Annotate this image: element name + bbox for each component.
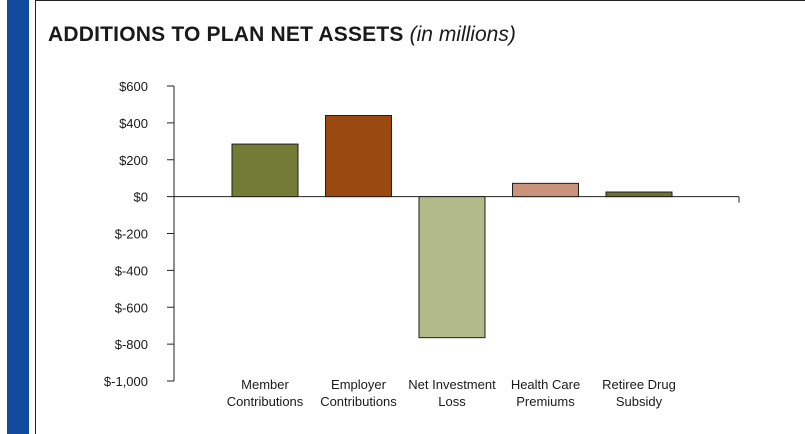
y-tick-label: $-600 (115, 300, 148, 315)
chart-frame (35, 0, 805, 434)
x-category-label: Contributions (320, 394, 397, 409)
y-tick-label: $-800 (115, 337, 148, 352)
bar (325, 115, 392, 198)
bar (512, 182, 579, 198)
chart-subtitle: (in millions) (409, 23, 516, 46)
bar (605, 191, 673, 198)
y-tick-label: $0 (134, 190, 148, 205)
x-category-label: Retiree Drug (602, 377, 676, 392)
y-tick-label: $-1,000 (104, 374, 148, 389)
x-category-label: Member (241, 377, 289, 392)
x-category-label: Loss (438, 394, 466, 409)
x-category-label: Employer (331, 377, 387, 392)
x-category-label: Contributions (227, 394, 304, 409)
chart-title-text: ADDITIONS TO PLAN NET ASSETS (48, 23, 404, 46)
y-tick-label: $-400 (115, 263, 148, 278)
chart-title: ADDITIONS TO PLAN NET ASSETS (in millions… (48, 23, 516, 47)
y-tick-label: $-200 (115, 227, 148, 242)
x-category-label: Premiums (516, 394, 575, 409)
bar (418, 196, 486, 339)
x-category-label: Health Care (511, 377, 580, 392)
bar (231, 143, 299, 198)
x-category-label: Net Investment (408, 377, 496, 392)
x-category-label: Subsidy (616, 394, 663, 409)
y-tick-label: $200 (119, 153, 148, 168)
y-tick-label: $600 (119, 79, 148, 94)
accent-side-bar (7, 0, 29, 434)
y-tick-label: $400 (119, 116, 148, 131)
